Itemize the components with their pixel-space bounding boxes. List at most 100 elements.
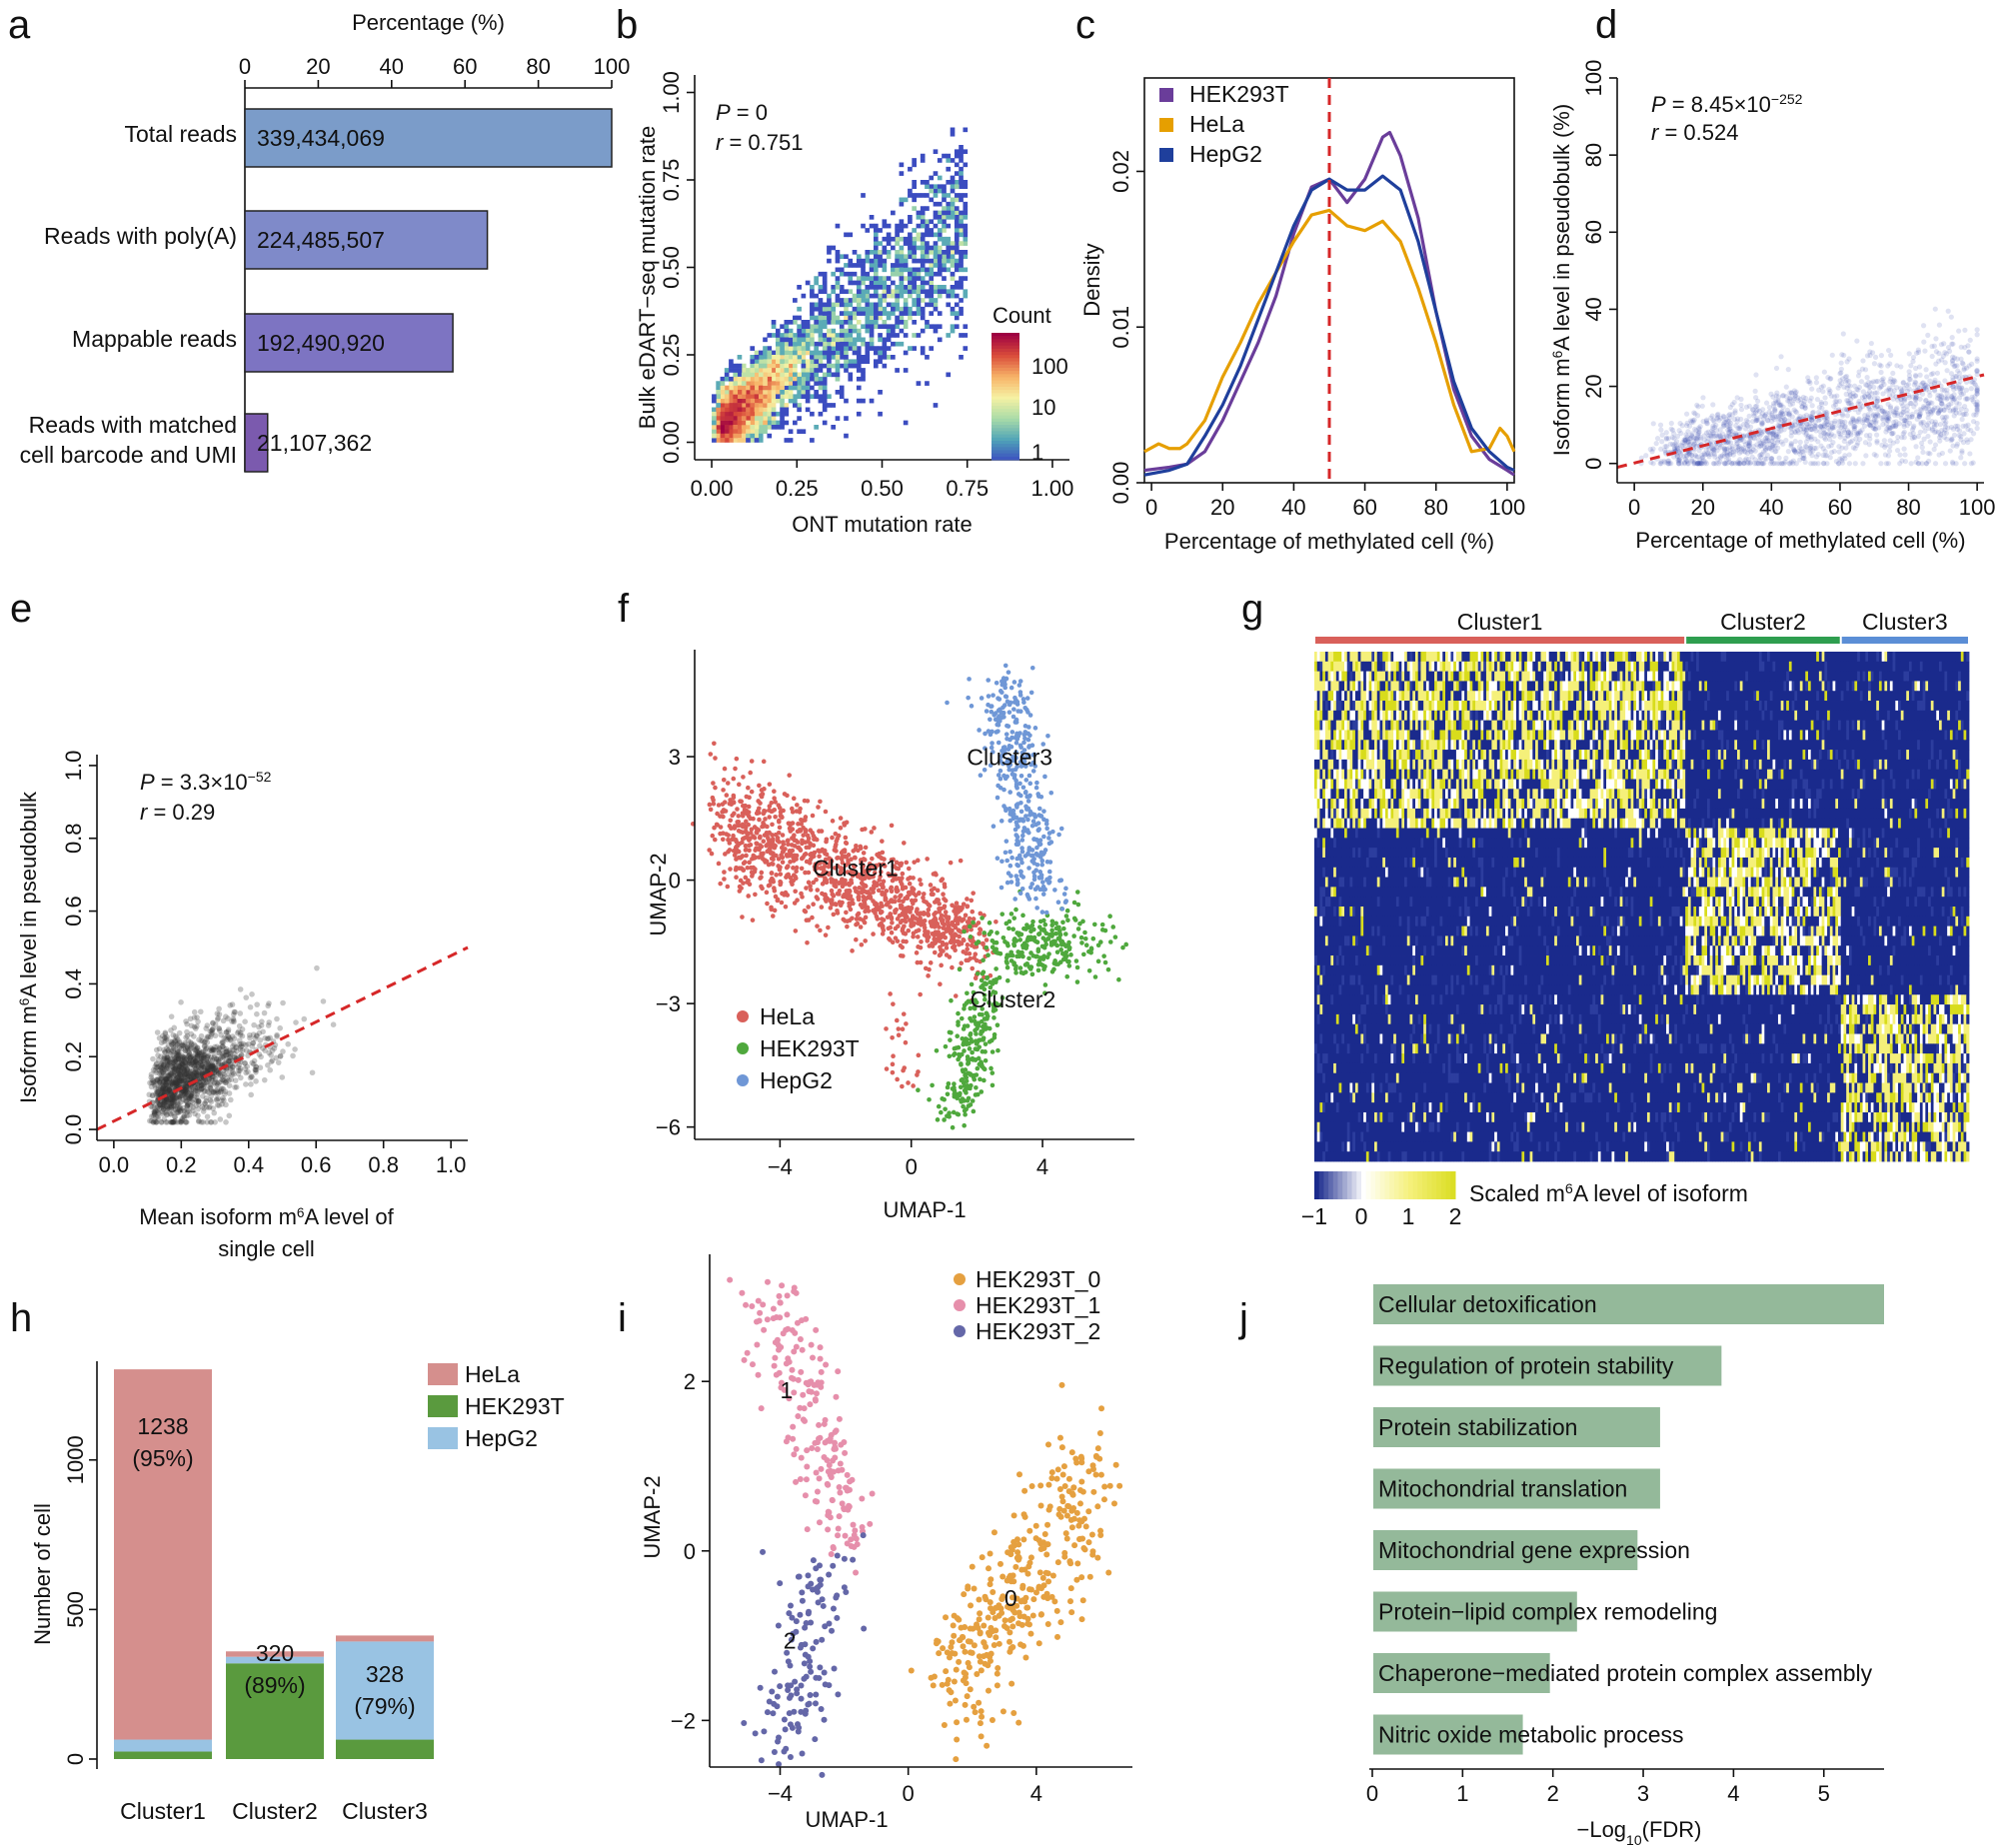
density-cell [822,398,828,404]
density-cell [831,333,837,338]
data-point [1759,411,1766,417]
density-cell [720,429,726,435]
cell-point [746,785,751,791]
density-cell [737,429,743,435]
data-point [1678,461,1685,467]
density-cell [929,175,935,181]
data-point [1878,353,1885,359]
density-cell [856,298,862,303]
density-cell [899,171,905,176]
cell-point [838,816,844,821]
data-point [1924,374,1930,380]
density-cell [771,420,777,426]
density-cell [865,341,871,347]
data-point [1848,419,1854,425]
density-cell [810,341,815,347]
data-point [1717,445,1723,451]
density-cell [763,372,768,378]
data-point [191,1008,198,1015]
data-point [1942,350,1948,356]
data-point [1743,404,1750,410]
density-cell [954,180,960,185]
density-cell [873,228,879,233]
density-cell [878,359,883,365]
density-cell [908,289,913,295]
density-cell [865,355,871,360]
density-cell [886,285,892,290]
density-cell [775,333,781,338]
density-cell [775,381,781,386]
density-cell [908,219,913,225]
density-cell [920,250,926,255]
density-cell [856,346,862,351]
density-cell [754,429,760,435]
density-cell [758,368,764,373]
y-tick-label: 0 [1581,458,1606,470]
density-cell [959,166,964,172]
density-cell [878,337,883,343]
colorbar-segment [992,393,1019,397]
data-point [1878,461,1884,467]
density-cell [741,390,747,395]
density-cell [822,285,828,290]
density-cell [946,153,952,159]
density-cell [818,315,824,321]
density-cell [848,372,854,378]
data-point [1654,436,1661,442]
density-cell [925,206,930,211]
density-cell [831,289,837,295]
data-point [1904,388,1911,394]
density-cell [963,127,969,133]
density-cell [763,337,768,343]
density-cell [844,302,849,308]
density-cell [763,368,768,373]
density-cell [950,241,956,246]
density-cell [818,306,824,312]
density-cell [933,232,939,238]
data-point [1793,409,1800,416]
data-point [222,1088,229,1094]
density-cell [810,368,815,373]
density-cell [729,420,734,426]
data-point [1761,444,1767,450]
data-point [1931,446,1937,453]
x-axis-label: ONT mutation rate [792,512,973,537]
density-cell [844,350,849,356]
density-cell [746,394,751,400]
data-point [1890,430,1896,436]
density-cell [712,438,717,443]
data-point [1714,416,1720,422]
density-cell [822,311,828,316]
data-point [1956,328,1962,334]
stat-p-sym: P [140,770,155,795]
density-cell [835,254,841,260]
density-cell [763,416,768,421]
density-cell [818,298,824,303]
colorbar-segment [992,440,1019,445]
density-cell [746,438,751,443]
density-cell [878,315,883,321]
density-cell [793,420,798,426]
data-point [164,1111,170,1117]
density-cell [754,420,760,426]
data-point [1823,409,1829,415]
data-point [1687,435,1694,441]
density-cell [716,420,721,426]
data-point [248,1091,254,1098]
density-cell [878,254,883,260]
density-cell [746,425,751,430]
density-cell [856,355,862,360]
density-cell [814,363,819,369]
density-cell [780,324,785,330]
density-cell [733,376,739,382]
data-point [1951,396,1957,403]
density-cell [750,429,756,435]
category-label: Mappable reads [72,326,237,352]
density-cell [754,359,760,365]
density-cell [861,271,866,277]
data-point [156,1063,162,1070]
data-point [1773,432,1779,438]
cell-point [805,939,810,945]
data-point [1728,431,1734,438]
data-point [163,1035,170,1042]
